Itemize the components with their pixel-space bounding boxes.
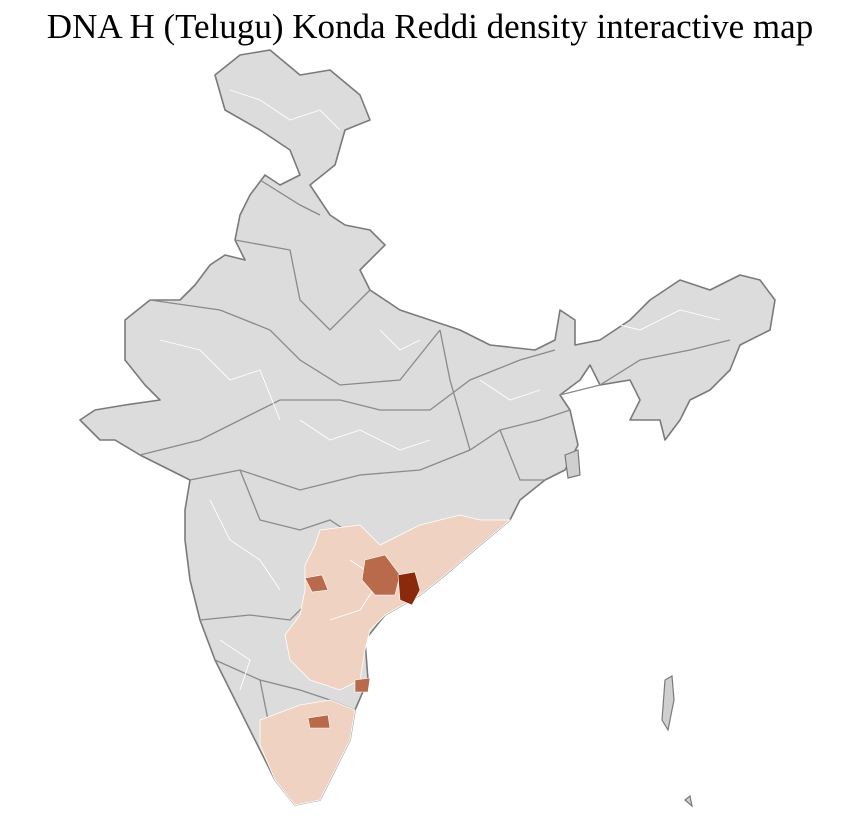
islands <box>564 449 693 808</box>
india-map <box>79 49 776 808</box>
low-density-region <box>259 514 512 806</box>
country-outline <box>79 49 776 806</box>
map-title: DNA H (Telugu) Konda Reddi density inter… <box>47 7 813 46</box>
high-density-region <box>304 554 421 729</box>
